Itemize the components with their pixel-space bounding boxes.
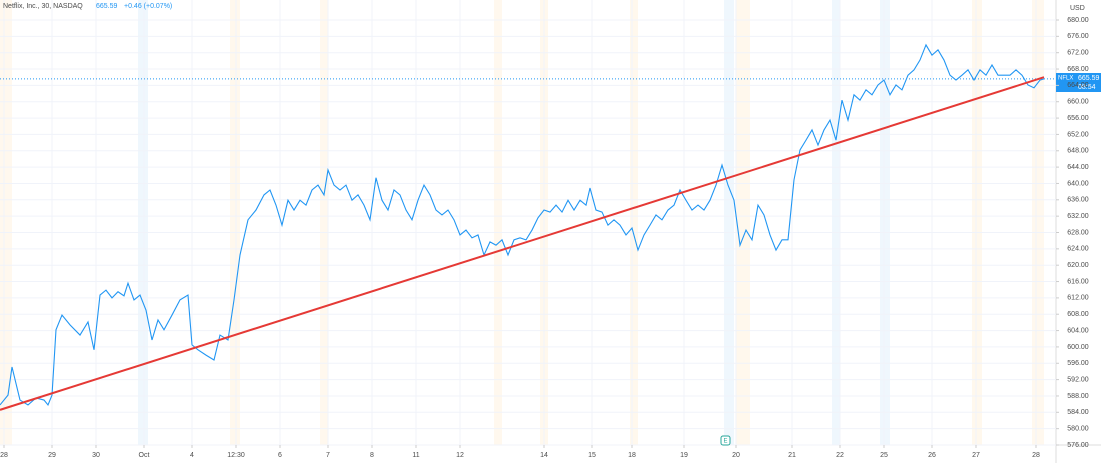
x-tick-label: 18 (628, 452, 636, 459)
session-bands (0, 0, 1044, 445)
y-tick-label: 628.00 (1067, 229, 1089, 236)
y-tick-label: 616.00 (1067, 278, 1089, 285)
x-tick-label: 28 (0, 452, 8, 459)
y-tick-label: 636.00 (1067, 197, 1089, 204)
header-price: 665.59 (96, 3, 118, 10)
y-tick-label: 632.00 (1067, 213, 1089, 220)
y-tick-label: 664.00 (1067, 82, 1089, 89)
x-tick-label: 11 (412, 452, 419, 459)
x-tick-label: 28 (1032, 452, 1040, 459)
band (230, 0, 240, 445)
band (736, 0, 750, 445)
band (724, 0, 734, 445)
y-tick-label: 676.00 (1067, 33, 1089, 40)
band (320, 0, 328, 445)
header-change: +0.46 (+0.07%) (124, 3, 172, 10)
x-tick-label: 26 (928, 452, 936, 459)
x-tick-label: 6 (278, 452, 282, 459)
band (138, 0, 148, 445)
countdown: 08:54 (1078, 84, 1096, 91)
y-tick-label: 668.00 (1067, 66, 1089, 73)
y-tick-label: 600.00 (1067, 344, 1089, 351)
band (0, 0, 12, 445)
y-tick-label: 656.00 (1067, 115, 1089, 122)
band (494, 0, 502, 445)
x-tick-label: 25 (880, 452, 888, 459)
y-tick-label: 620.00 (1067, 262, 1089, 269)
band (630, 0, 638, 445)
y-tick-label: 592.00 (1067, 376, 1089, 383)
y-tick-label: 648.00 (1067, 148, 1089, 155)
y-tick-label: 576.00 (1067, 442, 1089, 449)
x-tick-label: 14 (540, 452, 548, 459)
price-tag (1056, 73, 1101, 92)
y-tick-label: 580.00 (1067, 425, 1089, 432)
y-tick-label: 612.00 (1067, 295, 1089, 302)
x-tick-label: 8 (370, 452, 374, 459)
x-tick-label: 22 (836, 452, 844, 459)
y-tick-label: 640.00 (1067, 180, 1089, 187)
y-tick-label: 624.00 (1067, 246, 1089, 253)
y-tick-label: 660.00 (1067, 99, 1089, 106)
symbol: Netflix, Inc., 30, NASDAQ (3, 3, 83, 10)
y-tick-label: 588.00 (1067, 393, 1089, 400)
x-tick-label: 27 (972, 452, 980, 459)
earnings-icon[interactable] (720, 435, 731, 446)
earnings-marker[interactable]: E (723, 439, 727, 445)
band (832, 0, 840, 445)
x-tick-label: 21 (788, 452, 796, 459)
x-tick-label: 12:30 (227, 452, 245, 459)
x-tick-label: 15 (588, 452, 596, 459)
y-tick-label: 608.00 (1067, 311, 1089, 318)
y-tick-label: 584.00 (1067, 409, 1089, 416)
y-tick-label: 644.00 (1067, 164, 1089, 171)
y-tick-label: 652.00 (1067, 131, 1089, 138)
ticker: NFLX (1058, 76, 1073, 82)
trend-line (0, 76, 1045, 411)
x-tick-label: 29 (48, 452, 56, 459)
band (1032, 0, 1044, 445)
y-tick-label: 596.00 (1067, 360, 1089, 367)
band (880, 0, 890, 445)
x-tick-label: 19 (680, 452, 688, 459)
x-tick-label: 12 (456, 452, 464, 459)
grid (0, 0, 1056, 446)
x-tick-label: 20 (732, 452, 740, 459)
y-tick-label: 672.00 (1067, 50, 1089, 57)
x-tick-label: Oct (139, 452, 150, 459)
price-line (0, 43, 1045, 407)
band (972, 0, 982, 445)
x-tick-label: 7 (326, 452, 330, 459)
y-tick-label: 604.00 (1067, 327, 1089, 334)
price-tag-value: 665.59 (1078, 75, 1100, 82)
y-tick-label: 680.00 (1067, 17, 1089, 24)
marks (0, 43, 1056, 411)
currency: USD (1070, 5, 1085, 12)
x-tick-label: 4 (190, 452, 194, 459)
x-tick-label: 30 (92, 452, 100, 459)
